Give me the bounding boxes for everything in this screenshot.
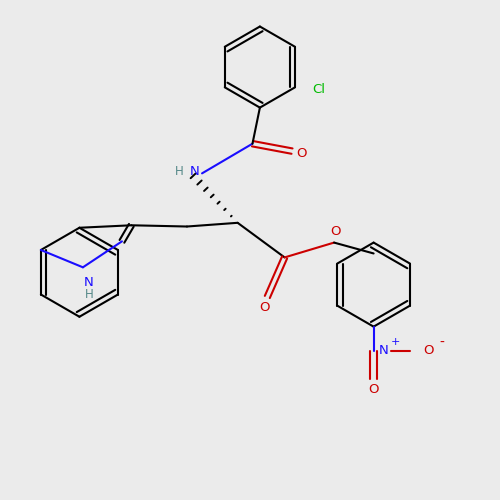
Text: N: N [190, 166, 199, 178]
Text: H: H [175, 166, 184, 178]
Text: O: O [260, 302, 270, 314]
Text: -: - [440, 336, 444, 349]
Text: +: + [390, 338, 400, 347]
Text: N: N [84, 276, 94, 288]
Text: H: H [84, 288, 93, 301]
Text: N: N [378, 344, 388, 357]
Text: O: O [368, 383, 379, 396]
Text: O: O [423, 344, 433, 357]
Text: O: O [330, 224, 341, 237]
Text: Cl: Cl [312, 84, 325, 96]
Text: O: O [296, 147, 307, 160]
